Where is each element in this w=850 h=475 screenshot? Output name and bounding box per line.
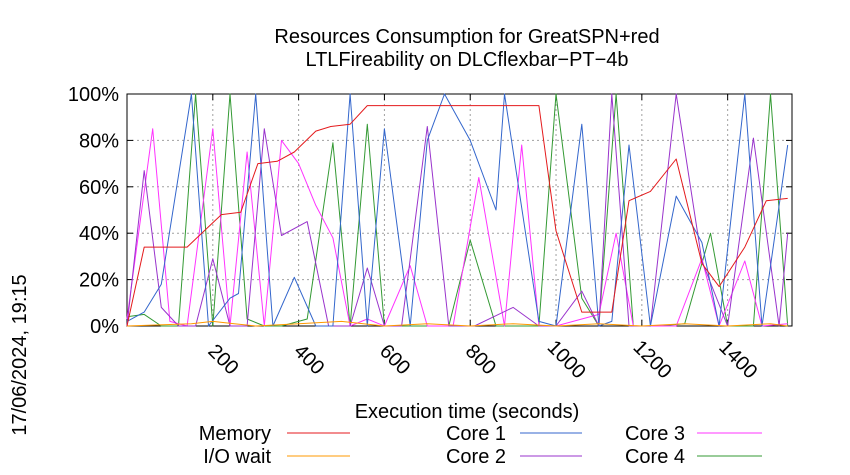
y-tick-label: 80% — [79, 130, 119, 152]
y-axis: 0% 20% 40% 60% 80% 100% — [68, 84, 792, 338]
y-tick-label: 60% — [79, 177, 119, 199]
legend-label-i-o-wait: I/O wait — [203, 446, 271, 468]
series-line-i-o-wait — [126, 320, 788, 327]
series-line-memory — [126, 105, 788, 327]
timestamp-label: 17/06/2024, 19:15 — [9, 274, 31, 435]
legend-label-core-3: Core 3 — [625, 423, 685, 445]
x-tick-label: 400 — [289, 340, 328, 379]
y-tick-label: 20% — [79, 270, 119, 292]
series-line-core-3 — [126, 128, 788, 327]
x-tick-label: 1200 — [629, 336, 676, 383]
x-tick-label: 800 — [461, 340, 500, 379]
series-lines — [126, 93, 789, 327]
series-line-core-2 — [126, 93, 789, 327]
chart-subtitle: LTLFireability on DLCflexbar−PT−4b — [305, 49, 628, 71]
x-axis-label: Execution time (seconds) — [355, 401, 580, 423]
y-tick-label: 40% — [79, 223, 119, 245]
series-line-core-1 — [126, 93, 789, 327]
x-tick-label: 200 — [203, 340, 242, 379]
legend-label-core-4: Core 4 — [625, 446, 685, 468]
x-axis: 200 400 600 800 1000 1200 1400 — [203, 94, 761, 383]
x-tick-label: 1000 — [543, 336, 590, 383]
x-tick-label: 1400 — [714, 336, 761, 383]
legend-label-core-2: Core 2 — [446, 446, 506, 468]
legend-label-memory: Memory — [199, 423, 271, 445]
chart-title: Resources Consumption for GreatSPN+red — [274, 26, 659, 48]
legend-label-core-1: Core 1 — [446, 423, 506, 445]
x-tick-label: 600 — [375, 340, 414, 379]
y-tick-label: 100% — [68, 84, 119, 106]
y-tick-label: 0% — [90, 316, 119, 338]
